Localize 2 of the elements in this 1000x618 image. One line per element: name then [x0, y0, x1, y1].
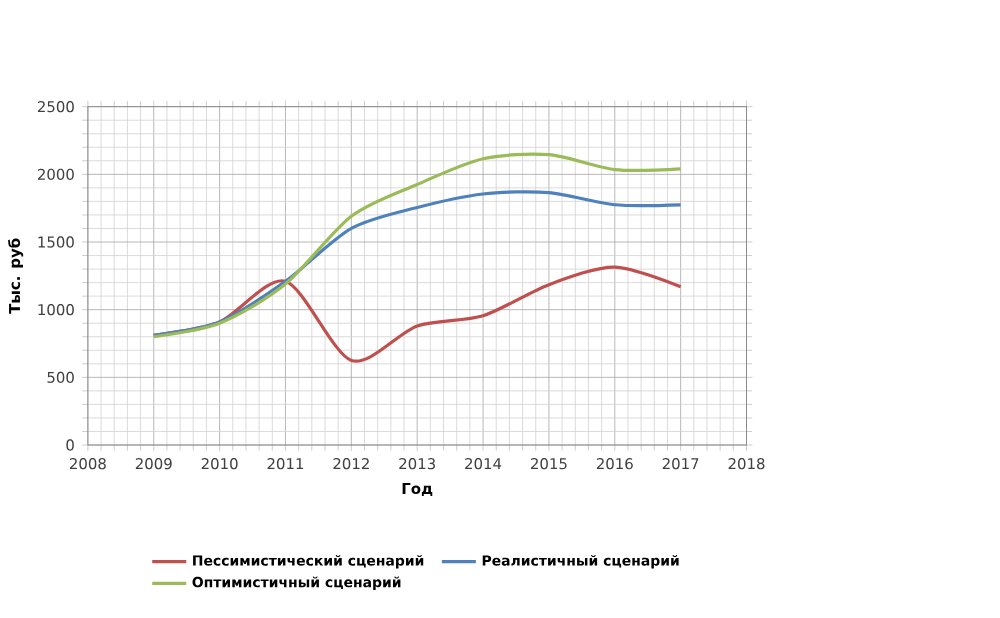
line-series — [152, 152, 683, 339]
line-series — [152, 190, 683, 338]
